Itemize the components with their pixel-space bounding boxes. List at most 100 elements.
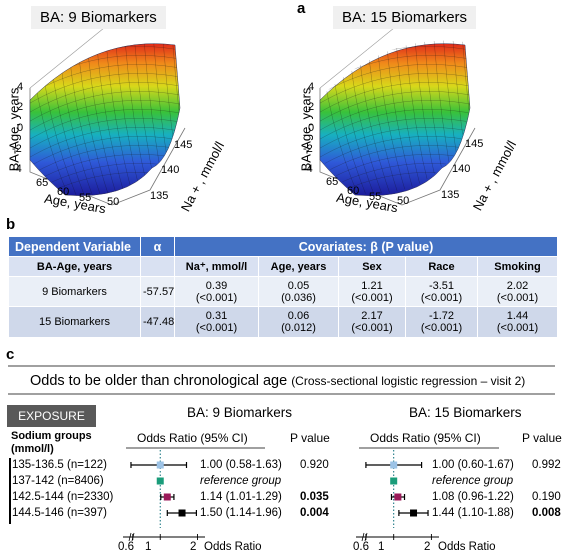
beta-value: 0.31	[205, 310, 228, 322]
p-value: (<0.001)	[195, 291, 238, 304]
odds-ratio-marker	[394, 493, 402, 501]
y-tick: 135	[150, 190, 169, 202]
or-axis-tick: 0.6	[353, 541, 369, 553]
beta-value: 0.39	[205, 279, 228, 292]
beta-value: 0.05	[287, 279, 310, 292]
p-value: 0.992	[532, 459, 561, 471]
sodium-group-label: 137-142 (n=8406)	[12, 475, 104, 487]
y-tick: 145	[174, 139, 193, 151]
table-subheader-row: BA-Age, years Na⁺, mmol/l Age, years Sex…	[8, 256, 559, 277]
beta-value: 1.44	[506, 310, 529, 322]
reference-group-text: reference group	[200, 475, 282, 487]
panel-letter-a: a	[297, 0, 306, 17]
axis-break-mark	[131, 532, 135, 542]
regression-table: Dependent Variable α Covariates: β (P va…	[8, 236, 559, 338]
odds-ratio-marker	[390, 477, 398, 485]
alpha-value: -47.48	[140, 306, 175, 338]
p-value: (<0.001)	[351, 322, 393, 334]
table-cell: 0.31 (<0.001)	[174, 306, 259, 338]
table-cell: 1.21 (<0.001)	[338, 276, 406, 307]
or-axis-tick: 0.6	[118, 541, 134, 553]
covariates-header: Covariates: β (P value)	[173, 236, 559, 257]
panel-c-title: Odds to be older than chronological age …	[30, 373, 525, 389]
or-axis-title: Odds Ratio	[438, 541, 496, 553]
or-axis-tick: 2	[190, 541, 197, 553]
table-row: 15 Biomarkers -47.48 0.31 (<0.001) 0.06 (0…	[8, 306, 559, 338]
p-value: 0.008	[532, 507, 561, 519]
p-value: (<0.001)	[496, 291, 539, 304]
z-tick: 2	[17, 101, 24, 113]
axis-break-mark	[361, 532, 365, 542]
surface-plot-9-biomarkers	[29, 27, 186, 206]
z-tick: 4	[308, 81, 315, 93]
odds-ratio-marker	[410, 509, 418, 517]
panel-c-title-main: Odds to be older than chronological age	[30, 373, 288, 389]
sodium-groups-header: Sodium groups (mmol/l)	[11, 430, 92, 456]
x-tick: 50	[107, 196, 120, 208]
table-cell: -1.72 (<0.001)	[405, 306, 478, 338]
p-value-header: P value	[522, 431, 562, 445]
z-tick: -2	[12, 143, 22, 155]
or-text: 1.44 (1.10-1.88)	[432, 507, 514, 519]
surface-plot-15-biomarkers	[319, 27, 476, 206]
column-header	[140, 256, 175, 277]
y-tick: 140	[452, 163, 471, 175]
table-cell: 1.44 (<0.001)	[476, 306, 559, 338]
p-value: (<0.001)	[195, 322, 238, 334]
column-header: Smoking	[476, 256, 559, 277]
p-value: 0.190	[532, 491, 561, 503]
y-tick: 140	[161, 164, 180, 176]
sodium-groups-title: Sodium groups	[11, 430, 92, 442]
x-tick: 60	[347, 185, 360, 197]
or-header: Odds Ratio (95% CI)	[137, 431, 248, 445]
y-tick: 145	[465, 138, 484, 150]
axis-break-mark	[128, 532, 132, 542]
row-label: 9 Biomarkers	[8, 276, 141, 307]
or-axis-tick: 1	[145, 541, 152, 553]
axis-break-mark	[364, 532, 368, 542]
beta-value: -1.72	[428, 310, 455, 322]
x-tick: 50	[397, 195, 410, 207]
sodium-group-label: 144.5-146 (n=397)	[12, 507, 107, 519]
sodium-groups-unit: (mmol/l)	[11, 443, 54, 455]
odds-ratio-marker	[163, 493, 171, 501]
reference-group-text: reference group	[432, 475, 514, 487]
or-axis-tick: 2	[424, 541, 431, 553]
odds-ratio-marker	[156, 477, 164, 485]
or-text: 1.50 (1.14-1.96)	[200, 507, 282, 519]
table-cell: 2.02 (<0.001)	[476, 276, 559, 307]
beta-value: 2.17	[361, 310, 383, 322]
alpha-value: -57.57	[140, 276, 175, 307]
beta-value: 2.02	[506, 279, 529, 292]
table-header-row: Dependent Variable α Covariates: β (P va…	[8, 236, 559, 257]
column-header: BA-Age, years	[8, 256, 141, 277]
exposure-label: EXPOSURE	[7, 405, 96, 427]
x-tick: 55	[79, 192, 92, 204]
z-tick: -2	[303, 143, 313, 155]
p-value: (<0.001)	[496, 322, 539, 334]
x-tick: 65	[326, 176, 339, 188]
group-bracket	[9, 458, 11, 524]
p-value: 0.004	[300, 507, 329, 519]
panel-letter-b: b	[6, 216, 16, 233]
z-tick: 4	[17, 81, 24, 93]
z-tick: -4	[12, 163, 22, 175]
panel-c-title-sub: (Cross-sectional logistic regression – v…	[291, 374, 526, 388]
odds-ratio-marker	[390, 461, 398, 469]
or-header: Odds Ratio (95% CI)	[370, 431, 481, 445]
column-header: Age, years	[258, 256, 339, 277]
or-text: 1.00 (0.58-1.63)	[200, 459, 282, 471]
or-axis-tick: 1	[378, 541, 385, 553]
p-value: 0.035	[300, 491, 329, 503]
table-cell: 0.39 (<0.001)	[174, 276, 259, 307]
x-tick: 65	[36, 177, 49, 189]
p-value: (<0.001)	[420, 322, 463, 334]
odds-ratio-marker	[156, 461, 164, 469]
alpha-header: α	[140, 236, 175, 257]
p-value: 0.920	[300, 459, 329, 471]
z-tick: 2	[308, 101, 315, 113]
x-tick: 60	[57, 186, 70, 198]
plot-title-9-biomarkers: BA: 9 Biomarkers	[31, 6, 166, 29]
dependent-variable-header: Dependent Variable	[8, 236, 141, 257]
